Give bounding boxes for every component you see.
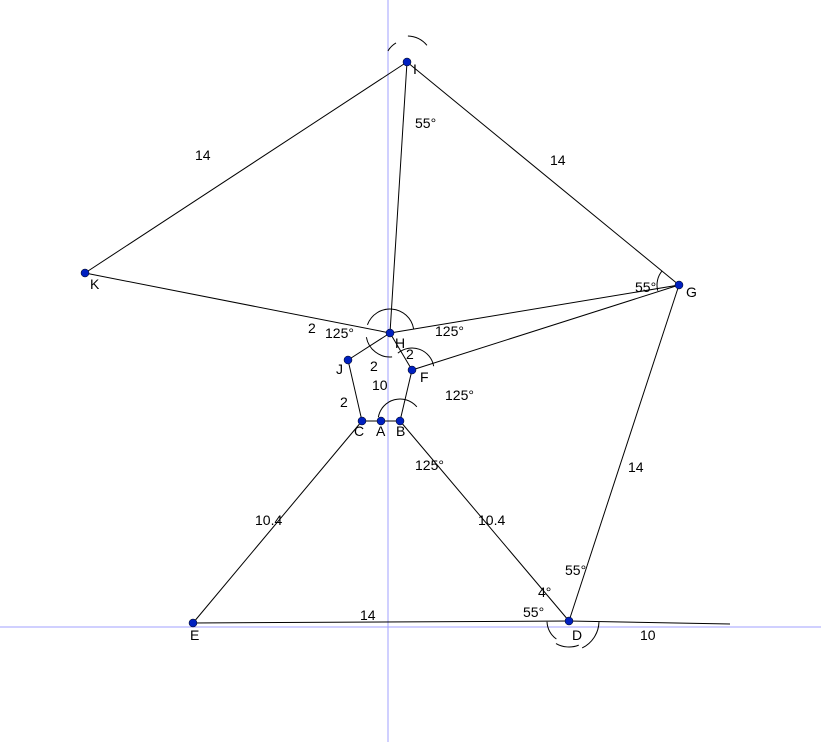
label-13: 10.4 [255,512,282,528]
label-2: 55° [415,115,436,131]
edge-E-D [193,621,569,623]
point-K [81,269,89,277]
point-H [386,329,394,337]
point-label-C: C [354,423,364,439]
point-label-A: A [376,423,386,439]
label-0: 14 [195,147,211,163]
label-20: 10 [640,627,656,643]
edge-J-C [348,360,362,421]
point-G [675,281,683,289]
label-12: 125° [415,457,444,473]
angle-arc-8 [556,644,579,647]
label-6: 125° [435,323,464,339]
point-label-I: I [413,61,417,77]
label-14: 10.4 [478,512,505,528]
angle-arc-1 [408,36,427,45]
angle-arc-7 [547,622,556,639]
edge-K-H [85,273,390,333]
point-I [403,58,411,66]
label-17: 55° [565,562,586,578]
angle-arc-6 [378,399,417,417]
label-9: 125° [445,387,474,403]
point-label-K: K [90,276,100,292]
edge-I-G [407,62,679,285]
point-label-D: D [572,627,582,643]
edge-I-H [390,62,407,333]
point-E [189,619,197,627]
edge-I-K [85,62,407,273]
label-4: 2 [308,320,316,336]
label-15: 14 [628,459,644,475]
edge-F-B [400,370,412,421]
label-5: 125° [325,325,354,341]
angle-arc-0 [388,43,396,51]
ray-0 [569,621,730,624]
point-label-E: E [190,627,199,643]
point-F [408,366,416,374]
label-7: 2 [370,358,378,374]
point-label-F: F [420,369,429,385]
label-19: 55° [523,604,544,620]
label-16: 14 [360,607,376,623]
geometry-diagram: IKGHJFCABED141455°55°2125°125°22125°1021… [0,0,821,742]
point-J [344,356,352,364]
angle-arc-9 [582,622,599,648]
label-1: 14 [550,152,566,168]
point-label-H: H [395,335,405,351]
label-18: 4° [538,584,551,600]
point-label-J: J [336,361,343,377]
label-3: 55° [635,279,656,295]
label-10: 10 [372,377,388,393]
label-8: 2 [406,346,414,362]
label-11: 2 [340,394,348,410]
point-label-B: B [396,423,405,439]
point-D [565,617,573,625]
point-label-G: G [686,284,697,300]
